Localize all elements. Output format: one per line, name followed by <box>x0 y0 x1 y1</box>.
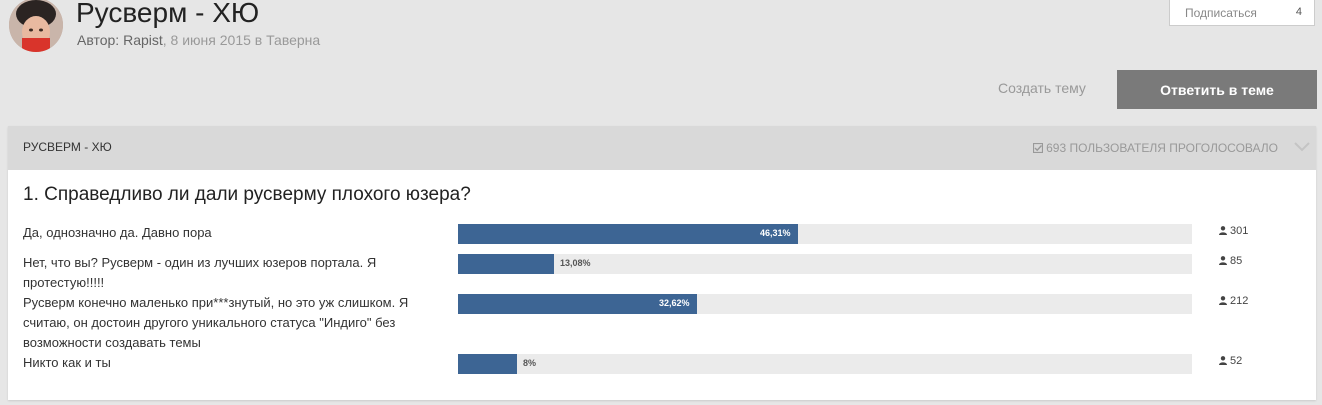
poll-bar-track: 13,08% <box>458 254 1192 274</box>
user-icon <box>1219 256 1227 265</box>
poll-votes-value: 52 <box>1230 355 1243 367</box>
author-prefix: Автор: <box>77 32 124 48</box>
poll-option-text: Никто как и ты <box>23 355 111 370</box>
poll-bar-fill <box>458 224 798 244</box>
poll-percent-label: 46,31% <box>760 228 791 238</box>
follow-count: 4 <box>1295 6 1302 18</box>
avatar-image <box>9 0 63 52</box>
create-topic-link[interactable]: Создать тему <box>998 80 1086 96</box>
reply-button[interactable]: Ответить в теме <box>1117 70 1317 109</box>
poll-votes-value: 212 <box>1230 295 1249 307</box>
topic-title: Русверм - ХЮ <box>76 0 260 28</box>
poll-option-text: Да, однозначно да. Давно пора <box>23 225 212 240</box>
user-icon <box>1219 356 1227 365</box>
poll-bar-fill <box>458 294 697 314</box>
poll-vote-count: 52 <box>1219 355 1242 367</box>
topic-byline: Автор: Rapist, 8 июня 2015 в Таверна <box>77 32 320 48</box>
poll-vote-count: 212 <box>1219 295 1248 307</box>
poll-bar-track: 8% <box>458 354 1192 374</box>
user-icon <box>1219 296 1227 305</box>
poll-bar-track: 32,62% <box>458 294 1192 314</box>
poll-vote-count: 301 <box>1219 225 1248 237</box>
poll-option-text: Нет, что вы? Русверм - один из лучших юз… <box>23 255 377 290</box>
poll-bar-track: 46,31% <box>458 224 1192 244</box>
poll-title: РУСВЕРМ - ХЮ <box>23 140 112 154</box>
poll-percent-label: 8% <box>523 358 537 368</box>
chevron-down-icon[interactable] <box>1294 140 1310 152</box>
follow-label: Подписаться <box>1185 6 1257 20</box>
topic-date-forum[interactable]: , 8 июня 2015 в Таверна <box>162 32 321 48</box>
poll-vote-count: 85 <box>1219 255 1242 267</box>
poll-option-text: Русверм конечно маленько при***знутый, н… <box>23 295 409 350</box>
poll-votes-value: 85 <box>1230 255 1243 267</box>
poll-percent-label: 32,62% <box>659 298 690 308</box>
poll-bar-fill <box>458 254 554 274</box>
poll-percent-label: 13,08% <box>560 258 591 268</box>
poll-bar-fill <box>458 354 517 374</box>
follow-button[interactable]: Подписаться 4 <box>1169 0 1315 26</box>
check-square-icon <box>1033 143 1044 153</box>
author-link[interactable]: Rapist <box>123 32 163 48</box>
poll-voters-label: 693 пользователя проголосовало <box>1046 141 1278 155</box>
poll-question: 1. Справедливо ли дали русверму плохого … <box>23 184 471 205</box>
poll-voters-total: 693 пользователя проголосовало <box>1033 141 1278 155</box>
user-icon <box>1219 226 1227 235</box>
author-avatar[interactable] <box>9 0 63 52</box>
poll-header[interactable]: РУСВЕРМ - ХЮ 693 пользователя проголосов… <box>8 126 1316 170</box>
poll-votes-value: 301 <box>1230 225 1249 237</box>
poll-box: РУСВЕРМ - ХЮ 693 пользователя проголосов… <box>8 126 1316 400</box>
